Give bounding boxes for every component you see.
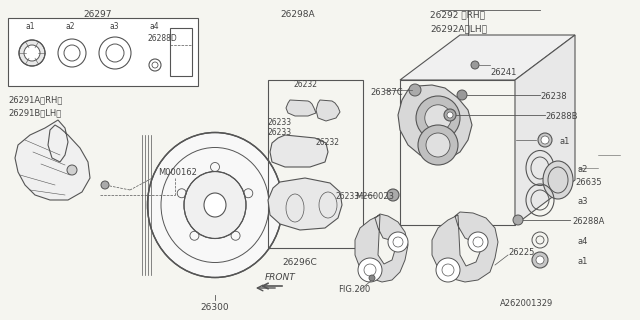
Text: 26241: 26241 (490, 68, 516, 77)
Circle shape (409, 84, 421, 96)
Bar (170, 28, 192, 76)
Text: 26238: 26238 (540, 92, 566, 101)
Bar (400, 80, 515, 225)
Text: 26288D: 26288D (148, 34, 178, 43)
Circle shape (67, 165, 77, 175)
Text: 26292 〈RH〉: 26292 〈RH〉 (430, 10, 485, 19)
Polygon shape (286, 100, 316, 116)
Text: FIG.200: FIG.200 (338, 285, 371, 294)
Circle shape (513, 215, 523, 225)
Text: 26233: 26233 (268, 118, 292, 127)
Text: 26232: 26232 (293, 80, 317, 89)
Circle shape (387, 189, 399, 201)
Ellipse shape (426, 133, 450, 157)
Text: 26288A: 26288A (572, 217, 604, 226)
Circle shape (101, 181, 109, 189)
Circle shape (436, 258, 460, 282)
Circle shape (457, 90, 467, 100)
Polygon shape (400, 35, 575, 80)
Circle shape (471, 61, 479, 69)
Circle shape (444, 109, 456, 121)
Polygon shape (515, 35, 575, 225)
Text: 26288B: 26288B (545, 112, 577, 121)
Ellipse shape (184, 172, 246, 238)
Text: a3: a3 (578, 197, 589, 206)
Text: a3: a3 (109, 22, 118, 31)
Bar (268, 80, 363, 248)
Polygon shape (270, 135, 328, 167)
Circle shape (536, 256, 544, 264)
Text: M000162: M000162 (158, 168, 197, 177)
Ellipse shape (425, 105, 451, 131)
Circle shape (388, 232, 408, 252)
Circle shape (532, 252, 548, 268)
Ellipse shape (418, 125, 458, 165)
Text: a1: a1 (578, 257, 588, 266)
Circle shape (541, 136, 549, 144)
Ellipse shape (204, 193, 226, 217)
Ellipse shape (416, 96, 460, 140)
Circle shape (468, 232, 488, 252)
Circle shape (358, 258, 382, 282)
Text: 26233: 26233 (267, 128, 291, 137)
Text: a1: a1 (560, 137, 570, 146)
Bar (8, 18, 198, 86)
Text: 26300: 26300 (201, 303, 229, 312)
Circle shape (369, 275, 375, 281)
Ellipse shape (543, 161, 573, 199)
Text: 26232: 26232 (316, 138, 340, 147)
Circle shape (24, 45, 40, 61)
Text: A262001329: A262001329 (500, 299, 553, 308)
Text: 26291A〈RH〉: 26291A〈RH〉 (8, 95, 62, 104)
Circle shape (538, 133, 552, 147)
Text: M260023: M260023 (355, 192, 394, 201)
Text: 26297: 26297 (84, 10, 112, 19)
Text: FRONT: FRONT (265, 273, 296, 282)
Polygon shape (316, 100, 340, 121)
Text: 26291B〈LH〉: 26291B〈LH〉 (8, 108, 61, 117)
Text: 26298A: 26298A (280, 10, 315, 19)
Polygon shape (398, 85, 472, 160)
Text: 26233: 26233 (335, 192, 359, 201)
Text: 26225: 26225 (508, 248, 534, 257)
Polygon shape (355, 214, 408, 282)
Text: a1: a1 (26, 22, 35, 31)
Text: a4: a4 (150, 22, 159, 31)
Text: a2: a2 (578, 165, 588, 174)
Polygon shape (15, 120, 90, 200)
Text: 26387C: 26387C (370, 88, 403, 97)
Text: 26292A〈LH〉: 26292A〈LH〉 (430, 24, 487, 33)
Circle shape (447, 112, 453, 118)
Polygon shape (432, 212, 498, 282)
Circle shape (19, 40, 45, 66)
Text: a4: a4 (578, 237, 588, 246)
Text: 26296C: 26296C (282, 258, 317, 267)
Text: a2: a2 (66, 22, 76, 31)
Text: 26635: 26635 (575, 178, 602, 187)
Ellipse shape (147, 132, 282, 277)
Polygon shape (268, 178, 342, 230)
